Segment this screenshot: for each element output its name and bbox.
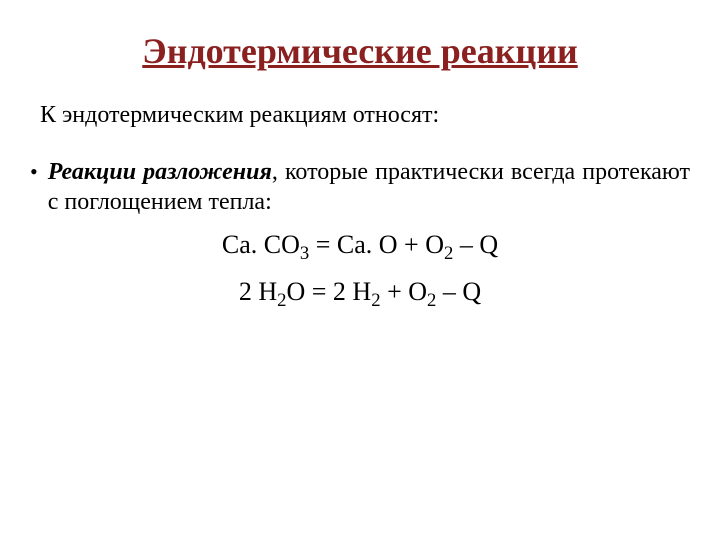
eq2-p4: – Q [436, 277, 481, 306]
equation-2: 2 H2O = 2 H2 + O2 – Q [30, 274, 690, 319]
eq1-p3: – Q [453, 230, 498, 259]
eq2-p1: 2 H [239, 277, 277, 306]
eq2-p2: O = 2 H [286, 277, 371, 306]
equation-1: Ca. CO3 = Ca. O + O2 – Q [30, 227, 690, 272]
bullet-term: Реакции разложения [48, 159, 272, 185]
eq2-s3: 2 [427, 290, 436, 311]
eq1-s1: 3 [300, 243, 309, 264]
bullet-marker: • [30, 157, 38, 187]
eq1-p1: Ca. CO [222, 230, 300, 259]
slide-title: Эндотермические реакции [30, 30, 690, 72]
bullet-item: • Реакции разложения, которые практическ… [30, 157, 690, 217]
eq2-s2: 2 [371, 290, 380, 311]
bullet-content: Реакции разложения, которые практически … [48, 157, 690, 217]
eq1-s2: 2 [444, 243, 453, 264]
eq2-s1: 2 [277, 290, 286, 311]
eq2-p3: + O [381, 277, 427, 306]
eq1-p2: = Ca. O + O [309, 230, 444, 259]
intro-text: К эндотермическим реакциям относят: [40, 102, 690, 129]
equations-block: Ca. CO3 = Ca. O + O2 – Q 2 H2O = 2 H2 + … [30, 227, 690, 319]
